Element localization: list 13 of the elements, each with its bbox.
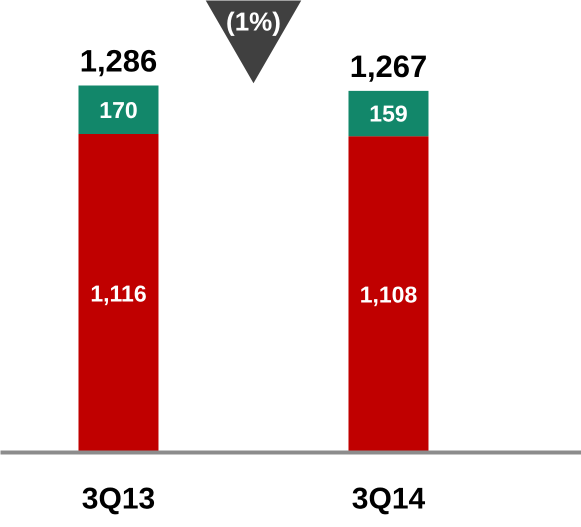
- data-label: 159: [369, 100, 408, 127]
- data-label: 170: [99, 96, 138, 123]
- total-label: 1,286: [80, 44, 158, 78]
- bar: [78, 134, 158, 452]
- bar: [348, 90, 428, 136]
- bar: [348, 136, 428, 452]
- bar: [78, 86, 158, 134]
- x-tick-label: 3Q14: [352, 482, 426, 516]
- text: (1%): [226, 6, 281, 36]
- data-label: 1,108: [360, 281, 418, 308]
- total-label: 1,267: [350, 48, 428, 84]
- x-tick-label: 3Q13: [82, 482, 156, 516]
- data-label: 1,116: [90, 280, 147, 306]
